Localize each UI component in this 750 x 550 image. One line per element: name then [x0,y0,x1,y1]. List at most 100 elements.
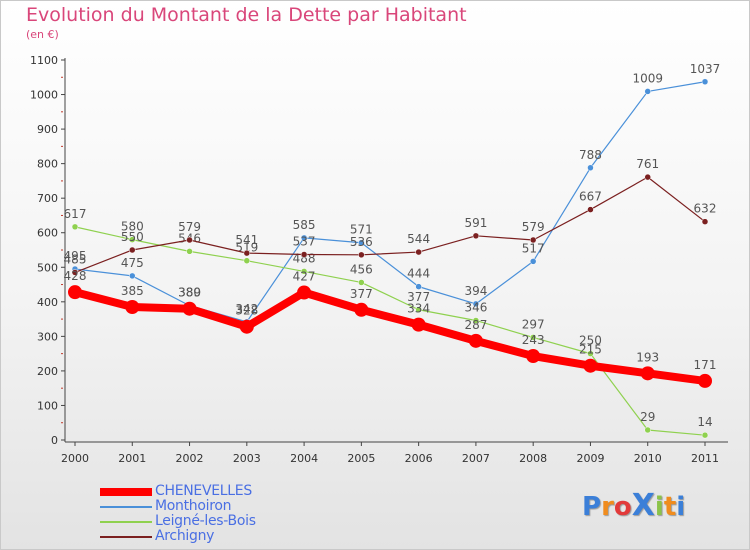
x-tick-label: 2009 [576,452,604,465]
data-point-archigny [415,248,422,256]
data-label-archigny: 579 [178,220,201,234]
data-label-monthoiron: 475 [121,256,144,270]
data-label-chenevelles: 428 [64,269,87,283]
data-label-leign-les-bois: 14 [697,415,712,429]
data-label-archigny: 667 [579,190,602,204]
data-point-chenevelles [640,366,655,381]
data-label-chenevelles: 328 [235,304,258,318]
data-point-leign-les-bois [529,334,537,341]
data-point-monthoiron [129,272,136,280]
data-label-archigny: 537 [293,234,316,248]
data-point-chenevelles [239,319,254,334]
legend-swatch [100,488,152,496]
y-tick-label: 800 [37,158,58,171]
data-label-chenevelles: 287 [464,318,487,332]
y-tick-label: 1000 [30,89,58,102]
y-tick-label: 400 [37,296,58,309]
data-point-chenevelles [354,302,369,317]
data-point-leign-les-bois [587,350,594,357]
y-tick-label: 1100 [30,54,58,67]
x-tick-label: 2005 [347,452,375,465]
data-point-monthoiron [529,258,537,265]
data-point-chenevelles [411,317,426,332]
data-point-monthoiron [701,78,709,86]
data-label-archigny: 632 [694,202,717,216]
data-label-archigny: 541 [235,233,258,247]
x-tick-label: 2002 [176,452,204,465]
data-point-leign-les-bois [701,431,709,439]
data-label-chenevelles: 380 [178,286,201,300]
x-tick-label: 2008 [519,452,547,465]
data-point-archigny [644,173,651,181]
data-label-archigny: 536 [350,235,373,249]
data-label-chenevelles: 171 [694,358,717,372]
x-tick-label: 2001 [118,452,146,465]
legend-label: Monthoiron [155,498,232,514]
legend-swatch [100,536,152,538]
data-point-archigny [358,251,365,259]
data-label-chenevelles: 377 [350,287,373,301]
data-point-leign-les-bois [358,279,365,286]
series-line-chenevelles [73,288,706,385]
unit-label: (en €) [26,28,59,41]
x-tick-label: 2000 [61,452,89,465]
y-tick-label: 300 [37,330,58,343]
data-label-chenevelles: 385 [121,284,144,298]
y-tick-label: 900 [37,123,58,136]
data-label-chenevelles: 243 [522,333,545,347]
y-tick-label: 0 [51,434,58,447]
data-point-chenevelles [468,333,483,348]
data-label-leign-les-bois: 617 [64,207,87,221]
logo-letter: P [582,492,602,522]
data-label-monthoiron: 1009 [632,71,663,85]
data-point-archigny [701,218,709,225]
x-tick-label: 2010 [634,452,662,465]
data-label-chenevelles: 334 [407,302,430,316]
data-label-monthoiron: 444 [407,267,430,281]
data-label-archigny: 761 [636,157,659,171]
proxiti-logo: ProXiti [582,488,685,523]
data-point-archigny [129,246,136,254]
data-label-leign-les-bois: 250 [579,334,602,348]
logo-letter: o [613,492,632,522]
legend-swatch [100,506,152,508]
data-point-leign-les-bois [472,317,480,324]
x-tick-label: 2006 [405,452,433,465]
x-tick-label: 2004 [290,452,318,465]
data-point-chenevelles [125,300,140,314]
data-point-chenevelles [68,285,82,300]
y-tick-label: 100 [37,399,58,412]
data-label-leign-les-bois: 580 [121,220,144,234]
data-label-leign-les-bois: 456 [350,262,373,276]
y-tick-label: 700 [37,192,58,205]
data-point-archigny [587,206,594,213]
logo-letter: i [676,492,686,522]
logo-letter: t [663,492,677,522]
legend-label: Archigny [155,528,215,544]
data-point-leign-les-bois [129,236,136,243]
data-label-leign-les-bois: 29 [640,410,655,424]
data-point-monthoiron [358,239,365,246]
data-label-monthoiron: 394 [464,284,487,298]
data-point-archigny [243,249,251,257]
legend-label: Leigné-les-Bois [155,513,256,529]
data-point-monthoiron [644,88,651,95]
data-label-monthoiron: 1037 [690,62,721,76]
data-label-archigny: 550 [121,230,144,244]
data-label-monthoiron: 585 [293,218,316,232]
series-line-monthoiron [74,81,706,323]
series-line-leign-les-bois [74,226,706,436]
y-tick-label: 500 [37,261,58,274]
data-point-monthoiron [472,300,480,308]
data-point-chenevelles [297,285,312,300]
data-label-chenevelles: 427 [293,269,316,283]
data-point-monthoiron [415,283,422,290]
data-label-leign-les-bois: 297 [522,317,545,331]
data-point-leign-les-bois [415,306,422,314]
data-point-archigny [71,269,79,276]
data-label-monthoiron: 788 [579,148,602,162]
data-point-leign-les-bois [71,223,79,231]
y-tick-label: 200 [37,365,58,378]
data-point-archigny [186,236,193,244]
